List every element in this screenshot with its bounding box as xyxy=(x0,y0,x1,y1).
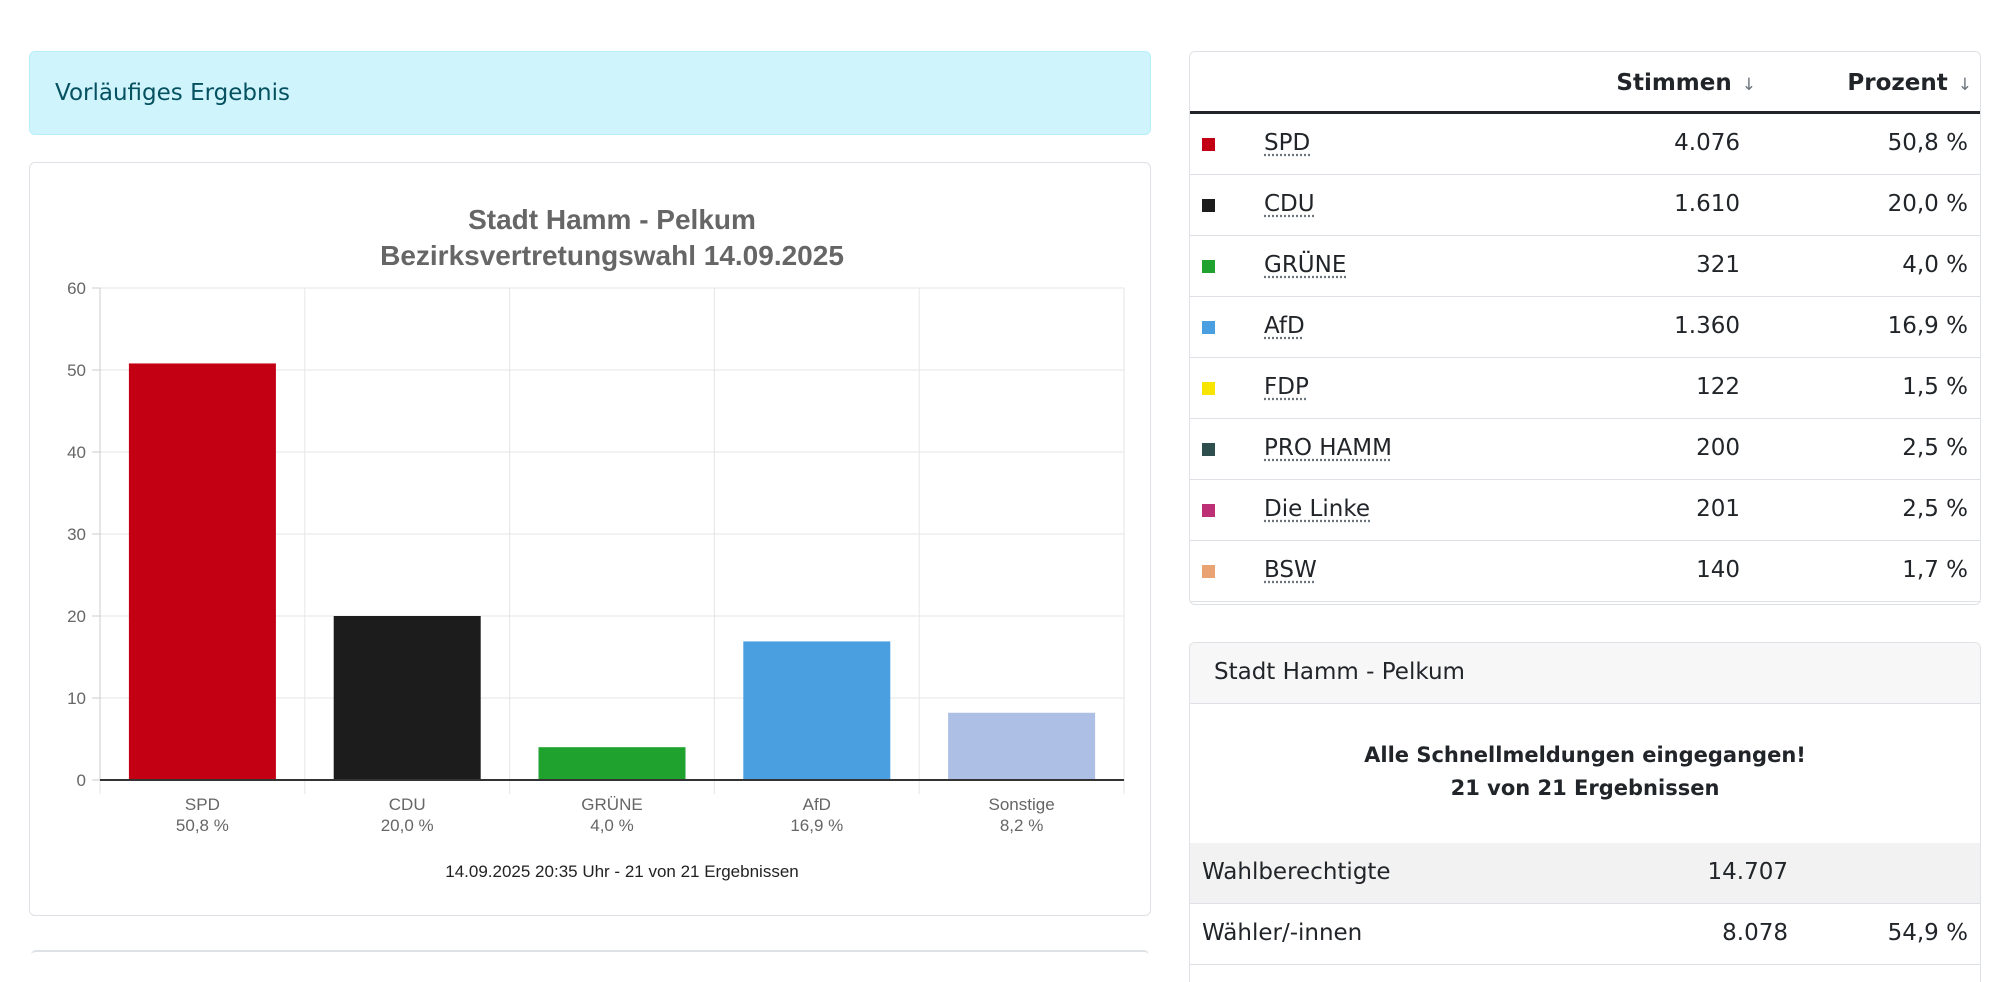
vote-count: 200 xyxy=(1696,435,1740,461)
vote-count: 122 xyxy=(1696,374,1740,400)
vote-count: 1.360 xyxy=(1674,313,1740,339)
table-row: FDP 122 1,5 % xyxy=(1190,358,1980,419)
x-tick-label: SPD xyxy=(185,795,220,814)
vote-count: 1.610 xyxy=(1674,191,1740,217)
percent-column-header[interactable]: Prozent ↓ xyxy=(1847,70,1972,96)
summary-card-title: Stadt Hamm - Pelkum xyxy=(1190,643,1980,704)
x-tick-percent: 20,0 % xyxy=(381,816,434,835)
vote-percent: 50,8 % xyxy=(1887,130,1968,156)
vote-percent: 20,0 % xyxy=(1887,191,1968,217)
party-color-swatch xyxy=(1202,199,1215,212)
status-line-2: 21 von 21 Ergebnissen xyxy=(1450,776,1720,800)
party-color-swatch xyxy=(1202,382,1215,395)
table-row: AfD 1.360 16,9 % xyxy=(1190,297,1980,358)
stat-row-voters: Wähler/-innen 8.078 54,9 % xyxy=(1190,904,1980,965)
bar-spd xyxy=(128,363,276,780)
party-color-swatch xyxy=(1202,321,1215,334)
sort-down-icon[interactable]: ↓ xyxy=(1957,75,1972,95)
vote-percent: 2,5 % xyxy=(1902,435,1968,461)
next-card-edge xyxy=(31,950,1149,955)
vote-count: 321 xyxy=(1696,252,1740,278)
table-row: Die Linke 201 2,5 % xyxy=(1190,480,1980,541)
party-link[interactable]: SPD xyxy=(1264,130,1311,156)
chart-title-line: Bezirksvertretungswahl 14.09.2025 xyxy=(380,240,844,271)
bar-sonstige xyxy=(948,712,1096,780)
stat-label: Wahlberechtigte xyxy=(1202,859,1391,885)
party-link[interactable]: FDP xyxy=(1264,374,1309,400)
votes-column-header[interactable]: Stimmen ↓ xyxy=(1616,70,1756,96)
chart-title-line: Stadt Hamm - Pelkum xyxy=(468,204,756,235)
table-header: Stimmen ↓ Prozent ↓ xyxy=(1190,52,1980,114)
x-tick-label: GRÜNE xyxy=(581,795,642,814)
summary-card: Stadt Hamm - Pelkum Alle Schnellmeldunge… xyxy=(1189,642,1981,982)
vote-percent: 1,5 % xyxy=(1902,374,1968,400)
x-tick-percent: 16,9 % xyxy=(790,816,843,835)
x-tick-label: AfD xyxy=(803,795,831,814)
bar-cdu xyxy=(333,616,481,780)
reports-status-message: Alle Schnellmeldungen eingegangen! 21 vo… xyxy=(1190,704,1980,843)
table-row: SPD 4.076 50,8 % xyxy=(1190,114,1980,175)
vote-count: 140 xyxy=(1696,557,1740,583)
table-row: CDU 1.610 20,0 % xyxy=(1190,175,1980,236)
party-link[interactable]: CDU xyxy=(1264,191,1315,217)
party-link[interactable]: PRO HAMM xyxy=(1264,435,1392,461)
sort-down-icon[interactable]: ↓ xyxy=(1741,75,1756,95)
party-link[interactable]: AfD xyxy=(1264,313,1305,339)
stat-value: 14.707 xyxy=(1707,859,1788,885)
stat-percent: 54,9 % xyxy=(1887,920,1968,946)
y-tick-label: 30 xyxy=(67,525,86,544)
preliminary-result-alert: Vorläufiges Ergebnis xyxy=(29,51,1151,135)
party-link[interactable]: GRÜNE xyxy=(1264,252,1347,278)
votes-header-label: Stimmen xyxy=(1616,70,1732,96)
party-color-swatch xyxy=(1202,504,1215,517)
stat-label: Wähler/-innen xyxy=(1202,920,1363,946)
table-row: PRO HAMM 200 2,5 % xyxy=(1190,419,1980,480)
bar-afd xyxy=(743,641,891,780)
y-tick-label: 0 xyxy=(77,771,86,790)
x-tick-label: CDU xyxy=(389,795,426,814)
party-color-swatch xyxy=(1202,565,1215,578)
status-line-1: Alle Schnellmeldungen eingegangen! xyxy=(1364,743,1806,767)
party-link[interactable]: BSW xyxy=(1264,557,1317,583)
x-tick-percent: 8,2 % xyxy=(1000,816,1043,835)
vote-count: 4.076 xyxy=(1674,130,1740,156)
vote-count: 201 xyxy=(1696,496,1740,522)
y-tick-label: 10 xyxy=(67,689,86,708)
table-row: GRÜNE 321 4,0 % xyxy=(1190,236,1980,297)
y-tick-label: 50 xyxy=(67,361,86,380)
table-row: BSW 140 1,7 % xyxy=(1190,541,1980,602)
chart-card: Stadt Hamm - Pelkum Bezirksvertretungswah… xyxy=(29,162,1151,916)
party-color-swatch xyxy=(1202,138,1215,151)
y-tick-label: 60 xyxy=(67,279,86,298)
vote-percent: 4,0 % xyxy=(1902,252,1968,278)
results-table: Stimmen ↓ Prozent ↓ SPD 4.076 50,8 % CDU 1.610… xyxy=(1189,51,1981,605)
party-color-swatch xyxy=(1202,260,1215,273)
bar-grüne xyxy=(538,747,686,780)
chart-footer: 14.09.2025 20:35 Uhr - 21 von 21 Ergebni… xyxy=(445,862,798,881)
y-tick-label: 20 xyxy=(67,607,86,626)
x-tick-label: Sonstige xyxy=(989,795,1055,814)
stat-row-eligible: Wahlberechtigte 14.707 xyxy=(1190,843,1980,904)
alert-text: Vorläufiges Ergebnis xyxy=(55,80,290,106)
vote-percent: 1,7 % xyxy=(1902,557,1968,583)
percent-header-label: Prozent xyxy=(1847,70,1948,96)
party-color-swatch xyxy=(1202,443,1215,456)
x-tick-percent: 4,0 % xyxy=(590,816,633,835)
vote-percent: 2,5 % xyxy=(1902,496,1968,522)
x-tick-percent: 50,8 % xyxy=(176,816,229,835)
stat-value: 8.078 xyxy=(1722,920,1788,946)
vote-percent: 16,9 % xyxy=(1887,313,1968,339)
y-tick-label: 40 xyxy=(67,443,86,462)
party-link[interactable]: Die Linke xyxy=(1264,496,1370,522)
bar-chart: Stadt Hamm - Pelkum Bezirksvertretungswah… xyxy=(67,204,1125,881)
